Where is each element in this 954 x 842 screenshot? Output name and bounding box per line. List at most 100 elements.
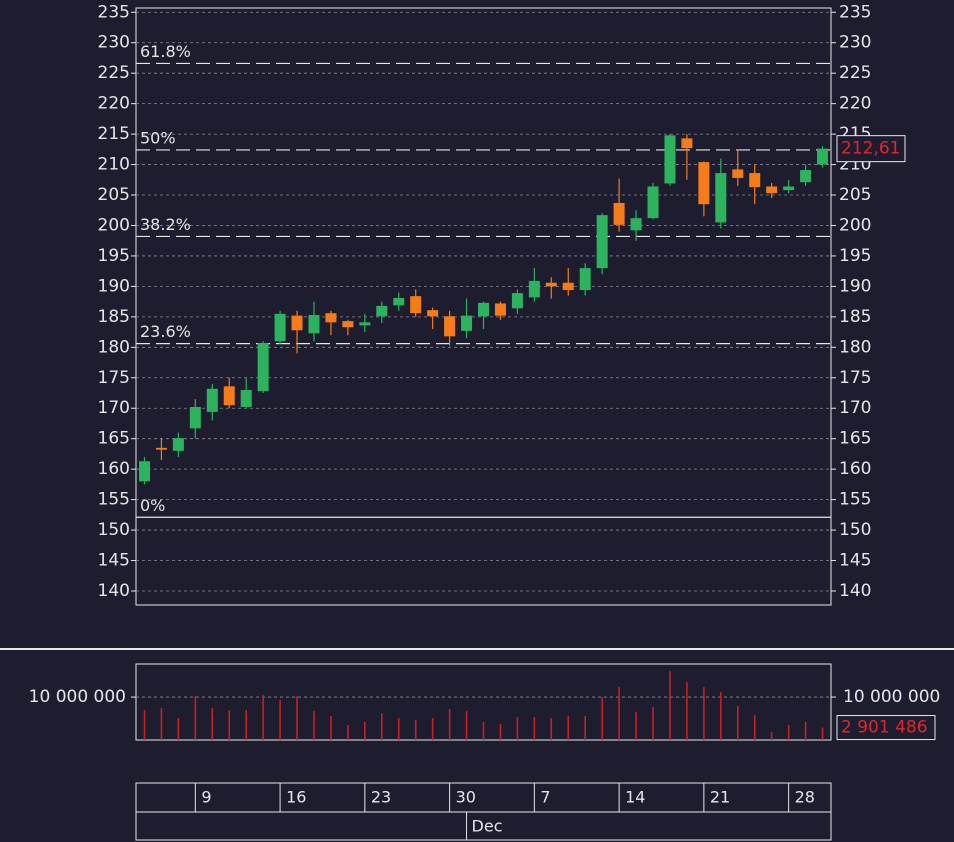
fib-label: 38.2% <box>140 215 191 234</box>
y-tick-label: 145 <box>98 551 130 571</box>
x-tick-label: 30 <box>456 788 476 807</box>
candle-body <box>596 215 608 269</box>
x-tick-label: 9 <box>201 788 211 807</box>
y-tick-label: 150 <box>839 520 871 540</box>
candle-body <box>681 138 693 149</box>
y-tick-label: 185 <box>98 307 130 327</box>
x-tick-label: 7 <box>540 788 550 807</box>
candle-body <box>613 202 625 225</box>
y-tick-label: 140 <box>98 581 130 601</box>
fib-label: 50% <box>140 128 176 147</box>
candle-body <box>749 173 761 188</box>
candle-body <box>783 186 795 191</box>
y-tick-label: 225 <box>98 63 130 83</box>
y-tick-label: 235 <box>98 2 130 22</box>
candle-body <box>359 322 371 326</box>
y-tick-label: 210 <box>98 155 130 175</box>
candle-body <box>562 282 574 291</box>
y-tick-label: 220 <box>98 94 130 114</box>
y-tick-label: 170 <box>98 398 130 418</box>
fib-label: 23.6% <box>140 322 191 341</box>
y-tick-label: 155 <box>98 490 130 510</box>
x-tick-label: 23 <box>371 788 391 807</box>
candle-body <box>461 315 473 331</box>
last-volume-label: 2 901 486 <box>841 718 928 738</box>
candle-body <box>511 293 523 309</box>
candle-body <box>647 186 659 219</box>
y-tick-label: 190 <box>839 276 871 296</box>
candle-body <box>240 389 252 408</box>
candle-body <box>410 296 422 314</box>
candle-body <box>698 162 710 205</box>
candle-body <box>376 305 388 317</box>
y-tick-label: 235 <box>839 2 871 22</box>
candle-body <box>630 218 642 231</box>
candle-body <box>189 407 201 429</box>
y-tick-label: 165 <box>839 429 871 449</box>
last-price-label: 212,61 <box>841 139 900 159</box>
candle-body <box>732 169 744 178</box>
candle-body <box>766 186 778 194</box>
fib-label: 0% <box>140 496 165 515</box>
y-tick-label: 10 000 000 <box>29 687 126 707</box>
x-tick-label: 16 <box>286 788 306 807</box>
price-frame <box>135 7 832 606</box>
y-tick-label: 200 <box>839 215 871 235</box>
candle-body <box>664 135 676 184</box>
y-tick-label: 155 <box>839 490 871 510</box>
y-tick-label: 230 <box>839 33 871 53</box>
candle-body <box>172 438 184 451</box>
candle-body <box>155 447 167 450</box>
candle-body <box>427 310 439 317</box>
candle-body <box>800 170 812 183</box>
y-tick-label: 220 <box>839 94 871 114</box>
candle-body <box>579 268 591 291</box>
y-tick-label: 230 <box>98 33 130 53</box>
x-tick-label: 28 <box>795 788 815 807</box>
y-tick-label: 145 <box>839 551 871 571</box>
last-price-box <box>836 135 906 163</box>
x-tick-label: 14 <box>625 788 645 807</box>
y-tick-label: 195 <box>98 246 130 266</box>
candle-body <box>274 313 286 342</box>
y-tick-label: 180 <box>839 337 871 357</box>
candle-body <box>545 282 557 287</box>
y-tick-label: 190 <box>98 276 130 296</box>
fib-label: 61.8% <box>140 42 191 61</box>
y-tick-label: 180 <box>98 337 130 357</box>
y-tick-label: 175 <box>839 368 871 388</box>
y-tick-label: 200 <box>98 215 130 235</box>
y-tick-label: 10 000 000 <box>843 687 940 707</box>
candle-body <box>257 343 269 392</box>
y-tick-label: 170 <box>839 398 871 418</box>
y-tick-label: 160 <box>839 459 871 479</box>
candle-body <box>494 303 506 316</box>
y-tick-label: 195 <box>839 246 871 266</box>
candle-body <box>715 173 727 223</box>
candle-body <box>308 315 320 334</box>
candle-body <box>206 388 218 412</box>
candle-body <box>223 386 235 406</box>
candle-body <box>393 297 405 306</box>
candle-body <box>138 461 150 482</box>
y-tick-label: 185 <box>839 307 871 327</box>
y-tick-label: 175 <box>98 368 130 388</box>
candle-body <box>817 148 829 165</box>
y-tick-label: 140 <box>839 581 871 601</box>
candle-body <box>342 321 354 328</box>
y-tick-label: 225 <box>839 63 871 83</box>
y-tick-label: 205 <box>839 185 871 205</box>
month-label: Dec <box>472 817 503 836</box>
y-tick-label: 205 <box>98 185 130 205</box>
last-volume-box <box>836 715 936 741</box>
x-tick-label: 21 <box>710 788 730 807</box>
candle-body <box>325 313 337 323</box>
y-tick-label: 150 <box>98 520 130 540</box>
candle-body <box>291 315 303 331</box>
candle-body <box>444 316 456 337</box>
y-tick-label: 160 <box>98 459 130 479</box>
candle-body <box>528 280 540 298</box>
y-tick-label: 215 <box>98 124 130 144</box>
